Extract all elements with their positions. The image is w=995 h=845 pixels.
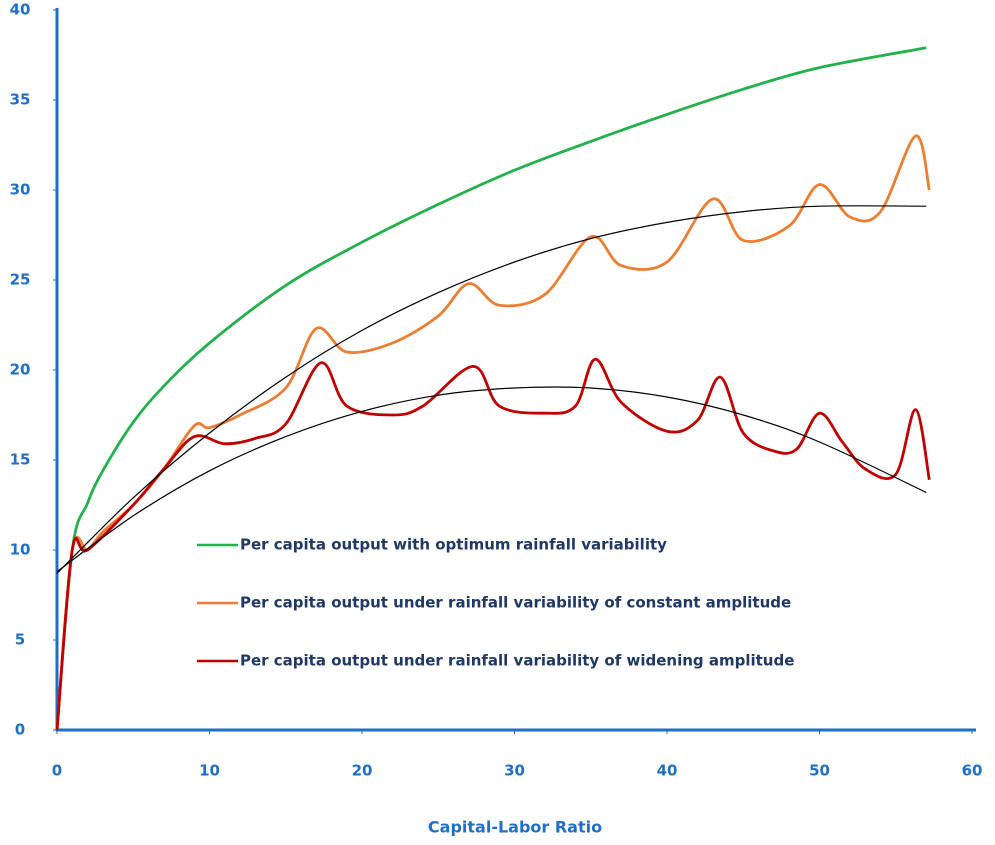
legend-label: Per capita output under rainfall variabi… <box>240 594 791 612</box>
y-tick-label: 25 <box>10 271 31 289</box>
y-tick-label: 15 <box>10 451 31 469</box>
y-tick-label: 10 <box>10 541 31 559</box>
series-line <box>55 357 931 731</box>
legend-label: Per capita output with optimum rainfall … <box>240 536 667 554</box>
y-tick-label: 20 <box>10 361 31 379</box>
trend-line <box>56 205 927 574</box>
y-tick-label: 30 <box>10 181 31 199</box>
y-tick-label: 0 <box>15 721 25 739</box>
x-axis-label: Capital-Labor Ratio <box>428 818 602 837</box>
trend-line <box>56 386 927 573</box>
x-tick-label: 60 <box>962 762 983 780</box>
x-tick-label: 0 <box>52 762 62 780</box>
x-tick-label: 20 <box>352 762 373 780</box>
y-tick-label: 35 <box>10 91 31 109</box>
x-tick-label: 40 <box>657 762 678 780</box>
x-tick-label: 30 <box>504 762 525 780</box>
y-tick-label: 40 <box>10 1 31 19</box>
x-tick-label: 10 <box>199 762 220 780</box>
legend-label: Per capita output under rainfall variabi… <box>240 652 794 670</box>
series-line <box>55 46 927 731</box>
y-tick-label: 5 <box>15 631 25 649</box>
x-tick-label: 50 <box>809 762 830 780</box>
